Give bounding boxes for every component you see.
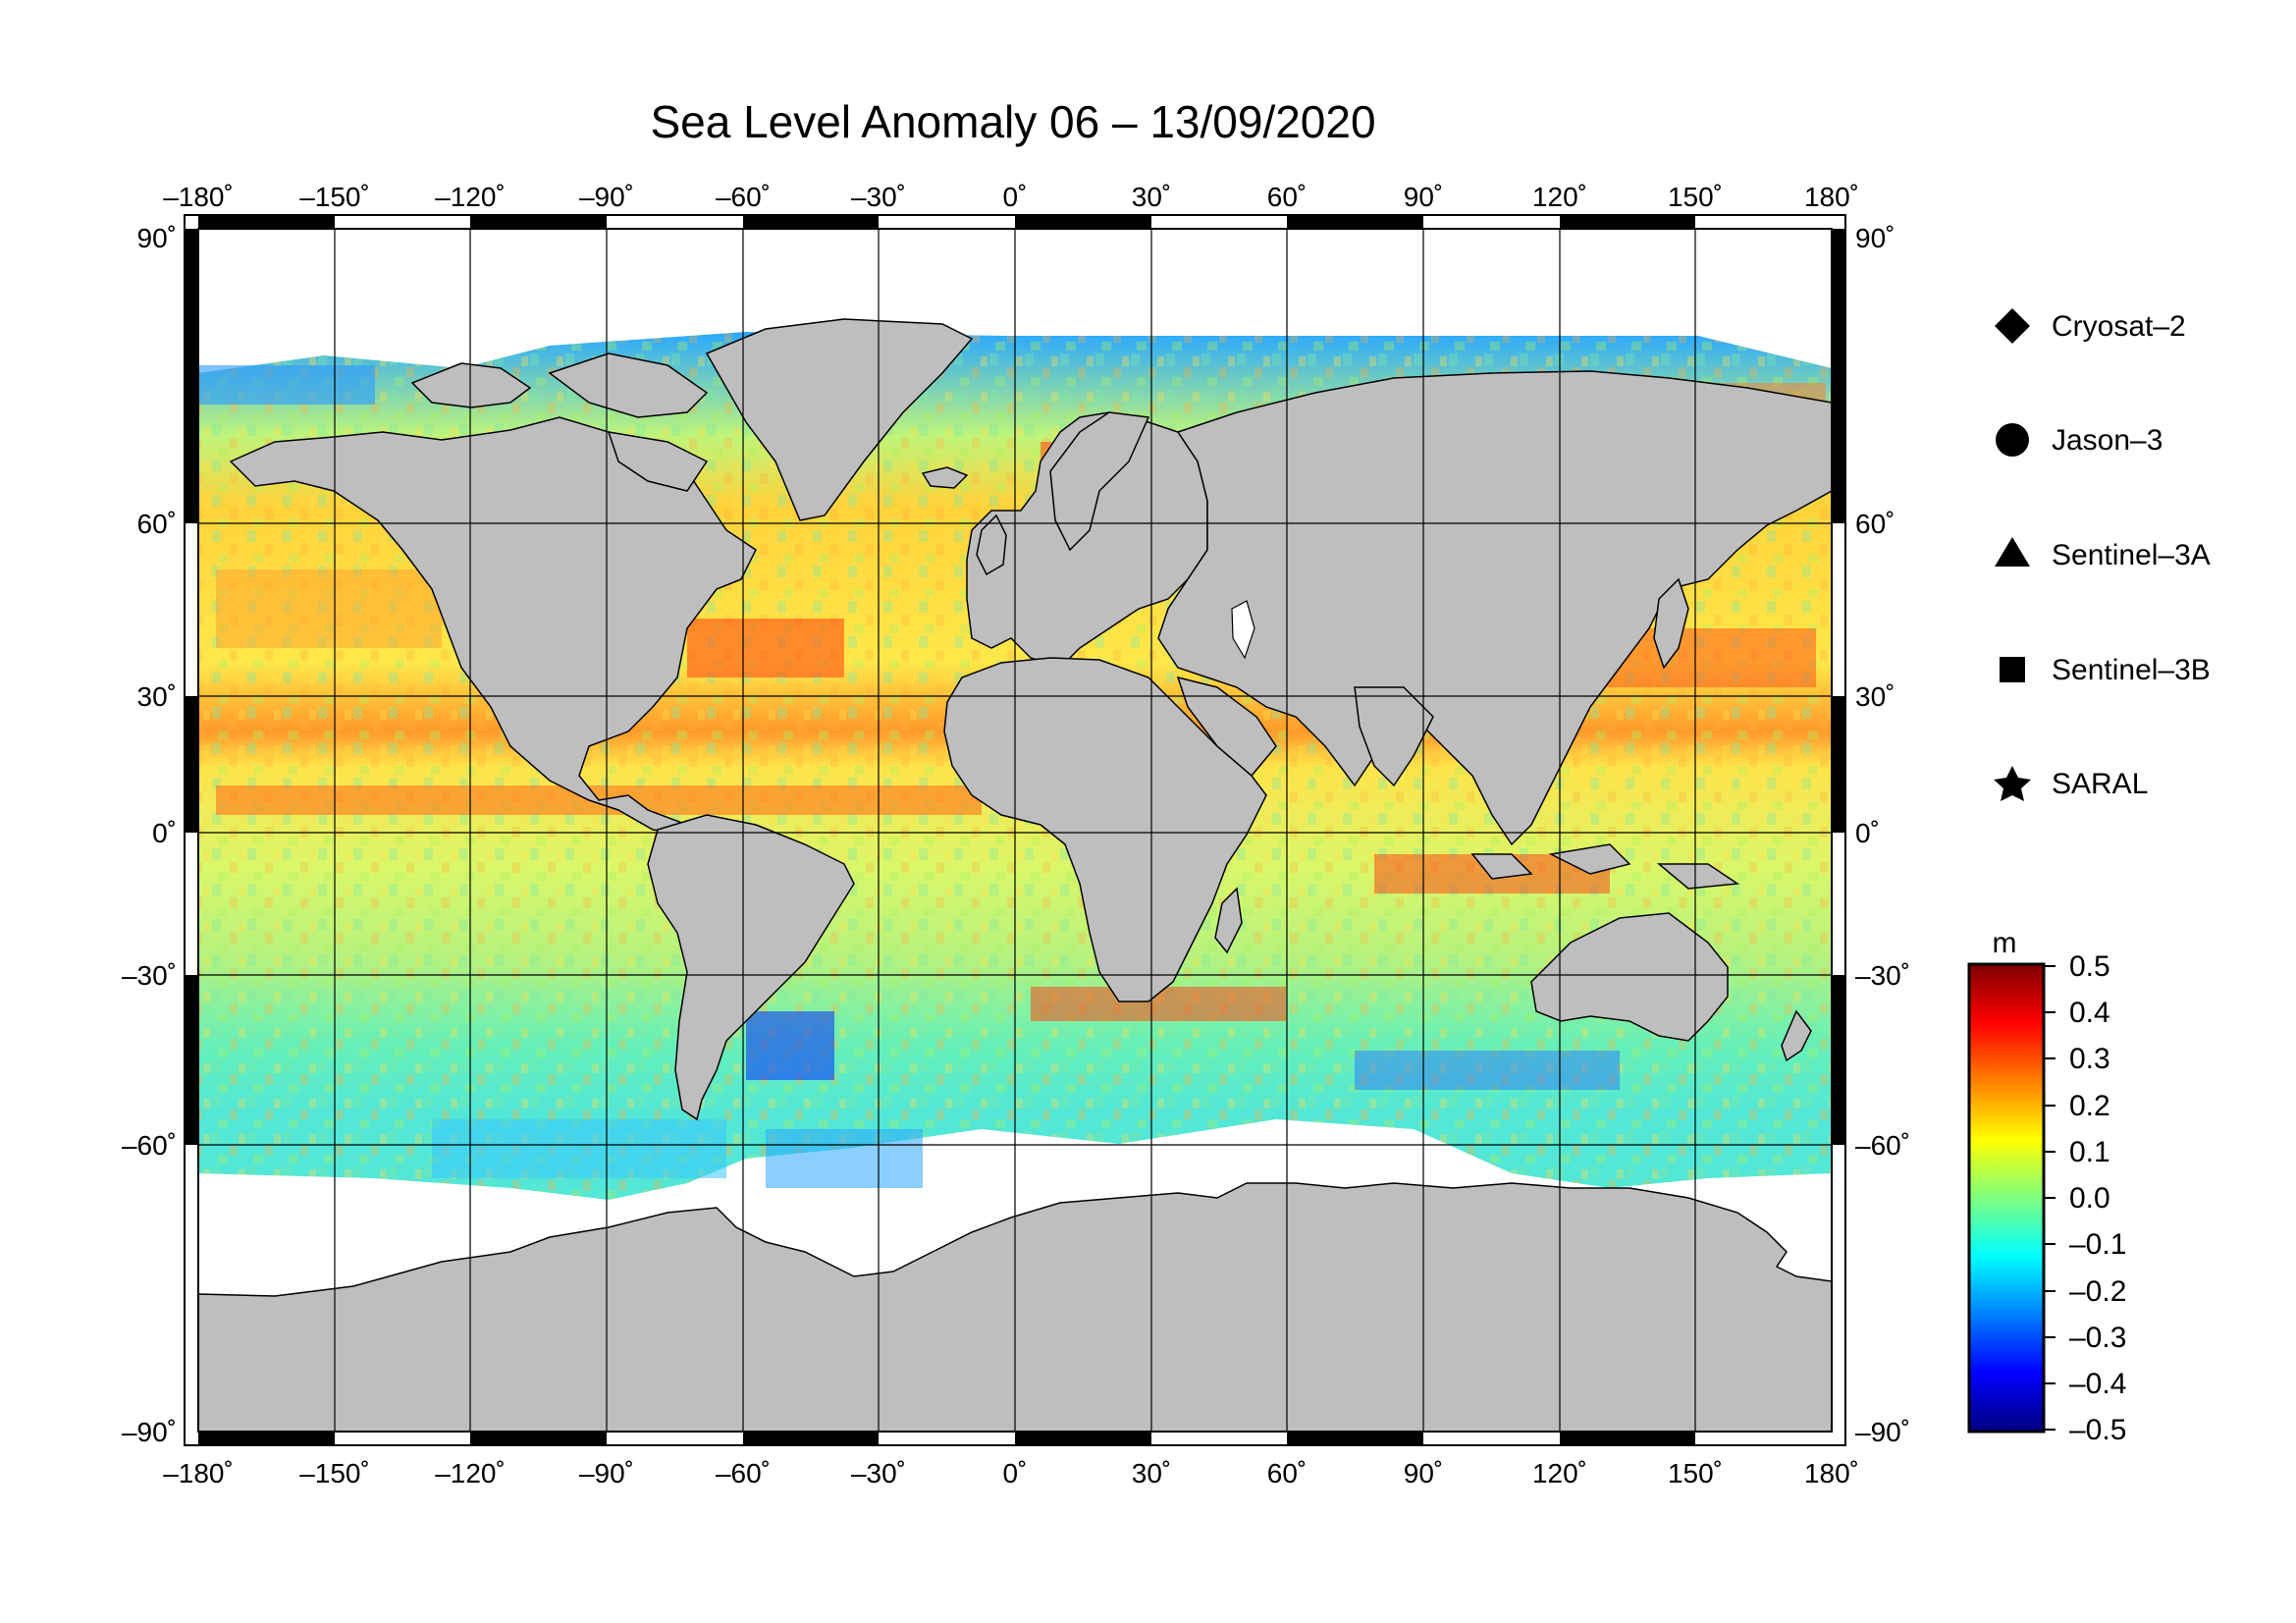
- lat-tick-label: 0˚: [152, 818, 177, 848]
- map-title: Sea Level Anomaly 06 – 13/09/2020: [650, 96, 1375, 147]
- colorbar-tick-label: 0.2: [2069, 1090, 2110, 1122]
- colorbar-tick-label: –0.1: [2069, 1228, 2126, 1261]
- lon-tick-label: 150˚: [1668, 182, 1723, 212]
- lon-tick-label: 60˚: [1267, 182, 1307, 212]
- lon-tick-label: –30˚: [851, 1458, 906, 1488]
- lon-tick-label: 30˚: [1132, 1458, 1171, 1488]
- asia: [1157, 370, 1832, 846]
- colorbar-tick-label: –0.4: [2069, 1368, 2126, 1400]
- lon-tick-label: –150˚: [299, 1458, 370, 1488]
- lon-tick-label: –180˚: [163, 182, 234, 212]
- legend-item: Cryosat–2: [1995, 308, 2186, 344]
- lon-tick-label: 150˚: [1668, 1458, 1723, 1488]
- lon-tick-label: 90˚: [1404, 1458, 1443, 1488]
- star-icon: [1994, 766, 2031, 801]
- lon-tick-label: 90˚: [1404, 182, 1443, 212]
- lon-tick-label: –120˚: [435, 1458, 506, 1488]
- triangle-icon: [1995, 537, 2030, 567]
- satellite-legend: Cryosat–2 Jason–3 Sentinel–3A Sentinel–3…: [1994, 308, 2211, 801]
- colorbar-unit: m: [1993, 927, 2017, 959]
- lon-tick-label: –120˚: [435, 182, 506, 212]
- lon-tick-label: 180˚: [1804, 182, 1859, 212]
- lon-tick-label: 120˚: [1532, 182, 1587, 212]
- lon-labels-top: –180˚ –150˚ –120˚ –90˚ –60˚ –30˚ 0˚ 30˚ …: [163, 182, 1859, 212]
- greenland: [705, 318, 974, 521]
- lon-tick-label: –90˚: [579, 1458, 634, 1488]
- legend-item: SARAL: [1994, 766, 2148, 801]
- legend-label: Sentinel–3B: [2052, 654, 2211, 686]
- legend-item: Jason–3: [1996, 423, 2163, 457]
- lon-tick-label: –180˚: [163, 1458, 234, 1488]
- lon-tick-label: –30˚: [851, 182, 906, 212]
- lat-tick-label: 60˚: [1855, 509, 1895, 539]
- lon-tick-label: 180˚: [1804, 1458, 1859, 1488]
- south-america: [647, 814, 855, 1121]
- map-frame: [184, 214, 1846, 1446]
- lon-tick-label: 60˚: [1267, 1458, 1307, 1488]
- colorbar-tick-label: 0.1: [2069, 1136, 2110, 1168]
- colorbar-tick-label: 0.5: [2069, 950, 2110, 983]
- square-icon: [2000, 657, 2025, 682]
- lat-tick-label: 90˚: [137, 223, 177, 253]
- lat-tick-label: 90˚: [1855, 223, 1895, 253]
- legend-label: SARAL: [2052, 768, 2148, 800]
- colorbar-gradient: [1967, 962, 2046, 1434]
- legend-item: Sentinel–3B: [2000, 654, 2211, 686]
- colorbar-tick-label: 0.4: [2069, 997, 2110, 1029]
- colorbar-tick-label: 0.0: [2069, 1182, 2110, 1215]
- colorbar-tick-label: 0.3: [2069, 1043, 2110, 1075]
- circle-icon: [1996, 423, 2029, 457]
- lon-labels-bottom: –180˚ –150˚ –120˚ –90˚ –60˚ –30˚ 0˚ 30˚ …: [163, 1458, 1859, 1488]
- lat-tick-label: –90˚: [1855, 1417, 1910, 1447]
- lat-tick-label: 30˚: [137, 681, 177, 712]
- graticule: [198, 229, 1832, 1432]
- colorbar-tick-label: –0.2: [2069, 1275, 2126, 1308]
- lat-tick-label: 60˚: [137, 509, 177, 539]
- colorbar-tick-label: –0.5: [2069, 1414, 2126, 1446]
- lat-tick-label: 30˚: [1855, 681, 1895, 712]
- lon-tick-label: –90˚: [579, 182, 634, 212]
- legend-item: Sentinel–3A: [1995, 537, 2211, 571]
- lon-tick-label: –60˚: [716, 182, 771, 212]
- lon-tick-label: 0˚: [1003, 182, 1028, 212]
- lat-tick-label: –60˚: [1855, 1130, 1910, 1161]
- legend-label: Cryosat–2: [2052, 310, 2186, 343]
- lon-tick-label: –60˚: [716, 1458, 771, 1488]
- lat-labels-right: 90˚ 60˚ 30˚ 0˚ –30˚ –60˚ –90˚: [1855, 223, 1910, 1447]
- lon-tick-label: 120˚: [1532, 1458, 1587, 1488]
- lon-tick-label: 30˚: [1132, 182, 1171, 212]
- colorbar: m 0.5 0.4 0.3 0.2 0.1 0.0 –0.1 –0.2 –0.3…: [1967, 927, 2126, 1446]
- north-america: [229, 416, 757, 836]
- legend-label: Jason–3: [2052, 424, 2163, 457]
- lat-tick-label: –30˚: [1855, 960, 1910, 991]
- lat-tick-label: –90˚: [122, 1417, 177, 1447]
- lon-tick-label: 0˚: [1003, 1458, 1028, 1488]
- colorbar-tick-label: –0.3: [2069, 1322, 2126, 1354]
- africa: [943, 657, 1267, 1002]
- lat-tick-label: –30˚: [122, 960, 177, 991]
- lat-tick-label: –60˚: [122, 1130, 177, 1161]
- diamond-icon: [1995, 308, 2030, 344]
- lon-tick-label: –150˚: [299, 182, 370, 212]
- lat-labels-left: 90˚ 60˚ 30˚ 0˚ –30˚ –60˚ –90˚: [122, 223, 177, 1447]
- australia: [1530, 912, 1729, 1042]
- lat-tick-label: 0˚: [1855, 818, 1880, 848]
- map-area: [198, 229, 1832, 1432]
- legend-label: Sentinel–3A: [2052, 539, 2211, 571]
